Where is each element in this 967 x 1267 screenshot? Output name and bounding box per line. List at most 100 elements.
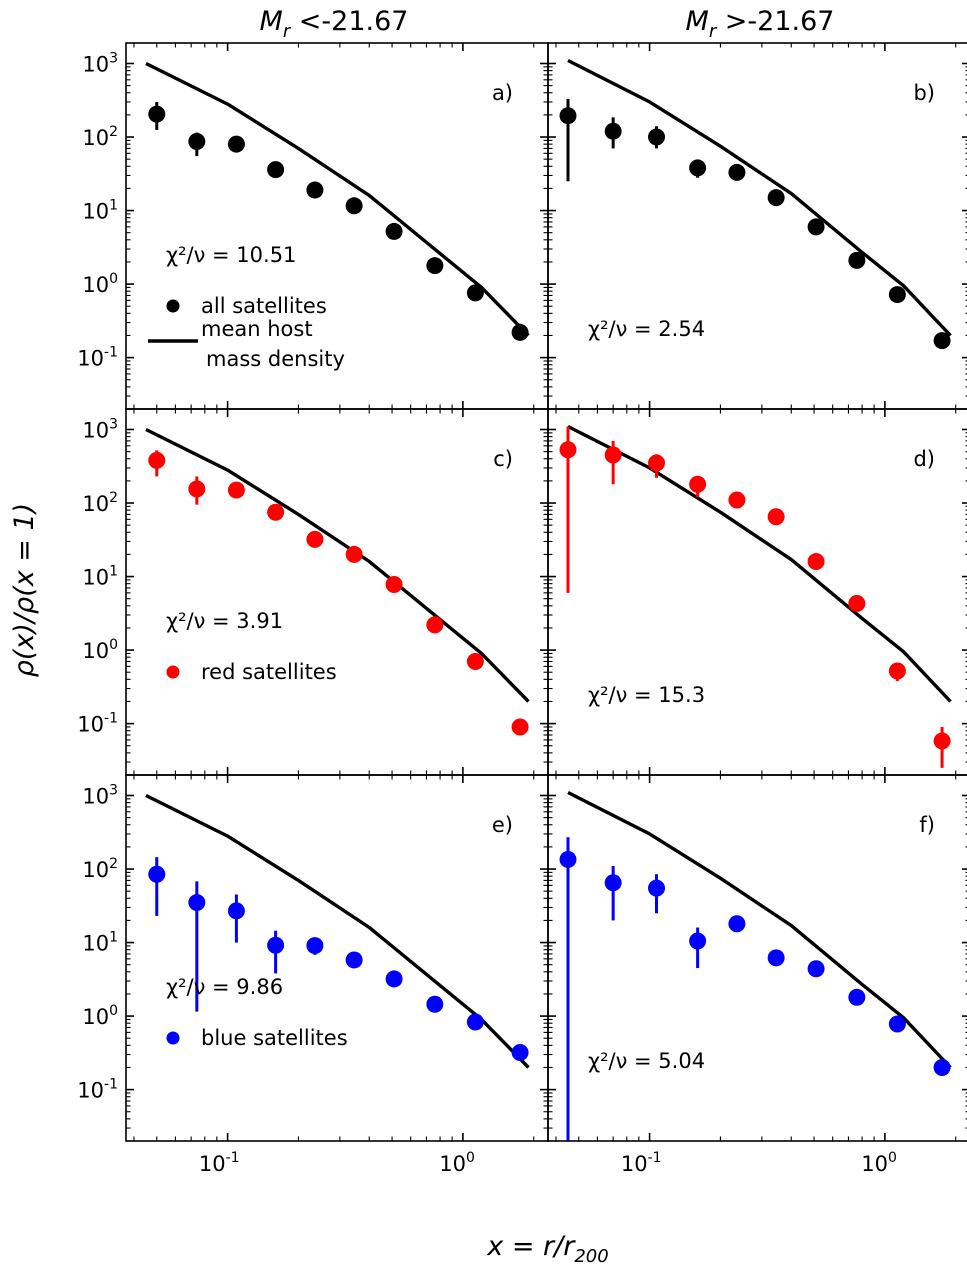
panel-label: b) [913, 81, 935, 105]
panel-label: c) [493, 447, 513, 471]
panel-label: e) [492, 813, 513, 837]
data-point [345, 197, 363, 215]
panel-f: 10-1 100 f) χ²/ν = 5.04 [547, 774, 967, 1176]
panel-label: a) [492, 81, 513, 105]
legend-marker [166, 1031, 180, 1045]
data-point [385, 970, 403, 988]
col-title-left-sub: r [283, 21, 292, 42]
data-point [648, 454, 666, 472]
panel-a: 10-1 100 101 102 103 a) χ²/ν = 10.51 all satell… [77, 42, 549, 410]
y-tick-label: 101 [82, 198, 118, 224]
data-point [227, 135, 245, 153]
data-point [227, 481, 245, 499]
model-curve [567, 790, 952, 1069]
data-point [807, 960, 825, 978]
data-point [728, 915, 746, 933]
data-point [933, 1058, 951, 1076]
data-point [559, 441, 577, 459]
data-point [267, 161, 285, 179]
data-point [807, 553, 825, 571]
model-curve [567, 424, 952, 703]
y-tick-label: 102 [82, 124, 118, 150]
column-title-left: Mr <-21.67 [260, 6, 409, 42]
column-title-right: Mr >-21.67 [686, 6, 835, 42]
panel-e: 10-1 100 101 102 103 10-1 100 e) χ²/ν = 9.86 blue… [77, 774, 549, 1176]
y-tick-label: 10-1 [77, 711, 118, 737]
chi2-annotation: χ²/ν = 15.3 [588, 683, 705, 707]
panels-group: 10-1 100 101 102 103 a) χ²/ν = 10.51 all satell… [77, 42, 967, 1176]
chi2-annotation: χ²/ν = 5.04 [588, 1049, 705, 1073]
col-title-right-rest: >-21.67 [716, 6, 834, 37]
panel-frame [125, 774, 549, 1142]
chi2-annotation: χ²/ν = 9.86 [166, 975, 283, 999]
data-point [345, 545, 363, 563]
data-point [188, 132, 206, 150]
legend-label: mean host [201, 317, 313, 341]
data-point [148, 865, 166, 883]
col-title-right-sub: r [709, 21, 718, 42]
model-curve [145, 427, 530, 703]
data-point [511, 1043, 529, 1061]
data-point [689, 932, 707, 950]
data-point [848, 988, 866, 1006]
model-curve [567, 58, 952, 337]
x-tick-label: 100 [439, 1150, 475, 1176]
data-point [188, 480, 206, 498]
legend-label: blue satellites [201, 1026, 348, 1050]
data-point [345, 951, 363, 969]
y-tick-label: 103 [82, 50, 118, 76]
data-point [148, 451, 166, 469]
data-point [188, 894, 206, 912]
legend-marker [166, 299, 180, 313]
panel-frame [547, 408, 967, 776]
data-point [767, 189, 785, 207]
data-point [848, 595, 866, 613]
data-point [511, 718, 529, 736]
data-point [689, 475, 707, 493]
legend-label: mass density [206, 347, 345, 371]
data-point [306, 181, 324, 199]
panel-frame [547, 774, 967, 1142]
x-tick-label: 10-1 [621, 1150, 662, 1176]
x-axis-label: x = r/r200 [486, 1231, 608, 1267]
legend-label: red satellites [201, 660, 337, 684]
data-point [559, 107, 577, 125]
data-point [466, 1013, 484, 1031]
data-point [767, 508, 785, 526]
panel-frame [547, 42, 967, 410]
y-tick-label: 10-1 [77, 345, 118, 371]
x-tick-label: 10-1 [199, 1150, 240, 1176]
data-point [648, 128, 666, 146]
data-point [767, 949, 785, 967]
data-point [385, 575, 403, 593]
chi2-annotation: χ²/ν = 2.54 [588, 317, 705, 341]
data-point [227, 902, 245, 920]
y-tick-label: 10-1 [77, 1077, 118, 1103]
panel-frame [125, 408, 549, 776]
panel-b: b) χ²/ν = 2.54 [547, 42, 967, 410]
data-point [604, 446, 622, 464]
data-point [933, 732, 951, 750]
legend-label: all satellites [201, 294, 327, 318]
data-point [848, 251, 866, 269]
data-point [604, 122, 622, 140]
data-point [888, 662, 906, 680]
data-point [648, 879, 666, 897]
data-point [306, 937, 324, 955]
col-title-left-symbol: M [260, 6, 283, 37]
data-point [148, 105, 166, 123]
data-point [385, 222, 403, 240]
y-tick-label: 103 [82, 416, 118, 442]
data-point [728, 491, 746, 509]
data-point [267, 936, 285, 954]
x-tick-label: 100 [861, 1150, 897, 1176]
data-point [426, 257, 444, 275]
y-tick-label: 101 [82, 564, 118, 590]
data-point [604, 874, 622, 892]
data-point [267, 503, 285, 521]
data-point [888, 286, 906, 304]
data-point [728, 163, 746, 181]
data-point [689, 159, 707, 177]
y-tick-label: 102 [82, 490, 118, 516]
